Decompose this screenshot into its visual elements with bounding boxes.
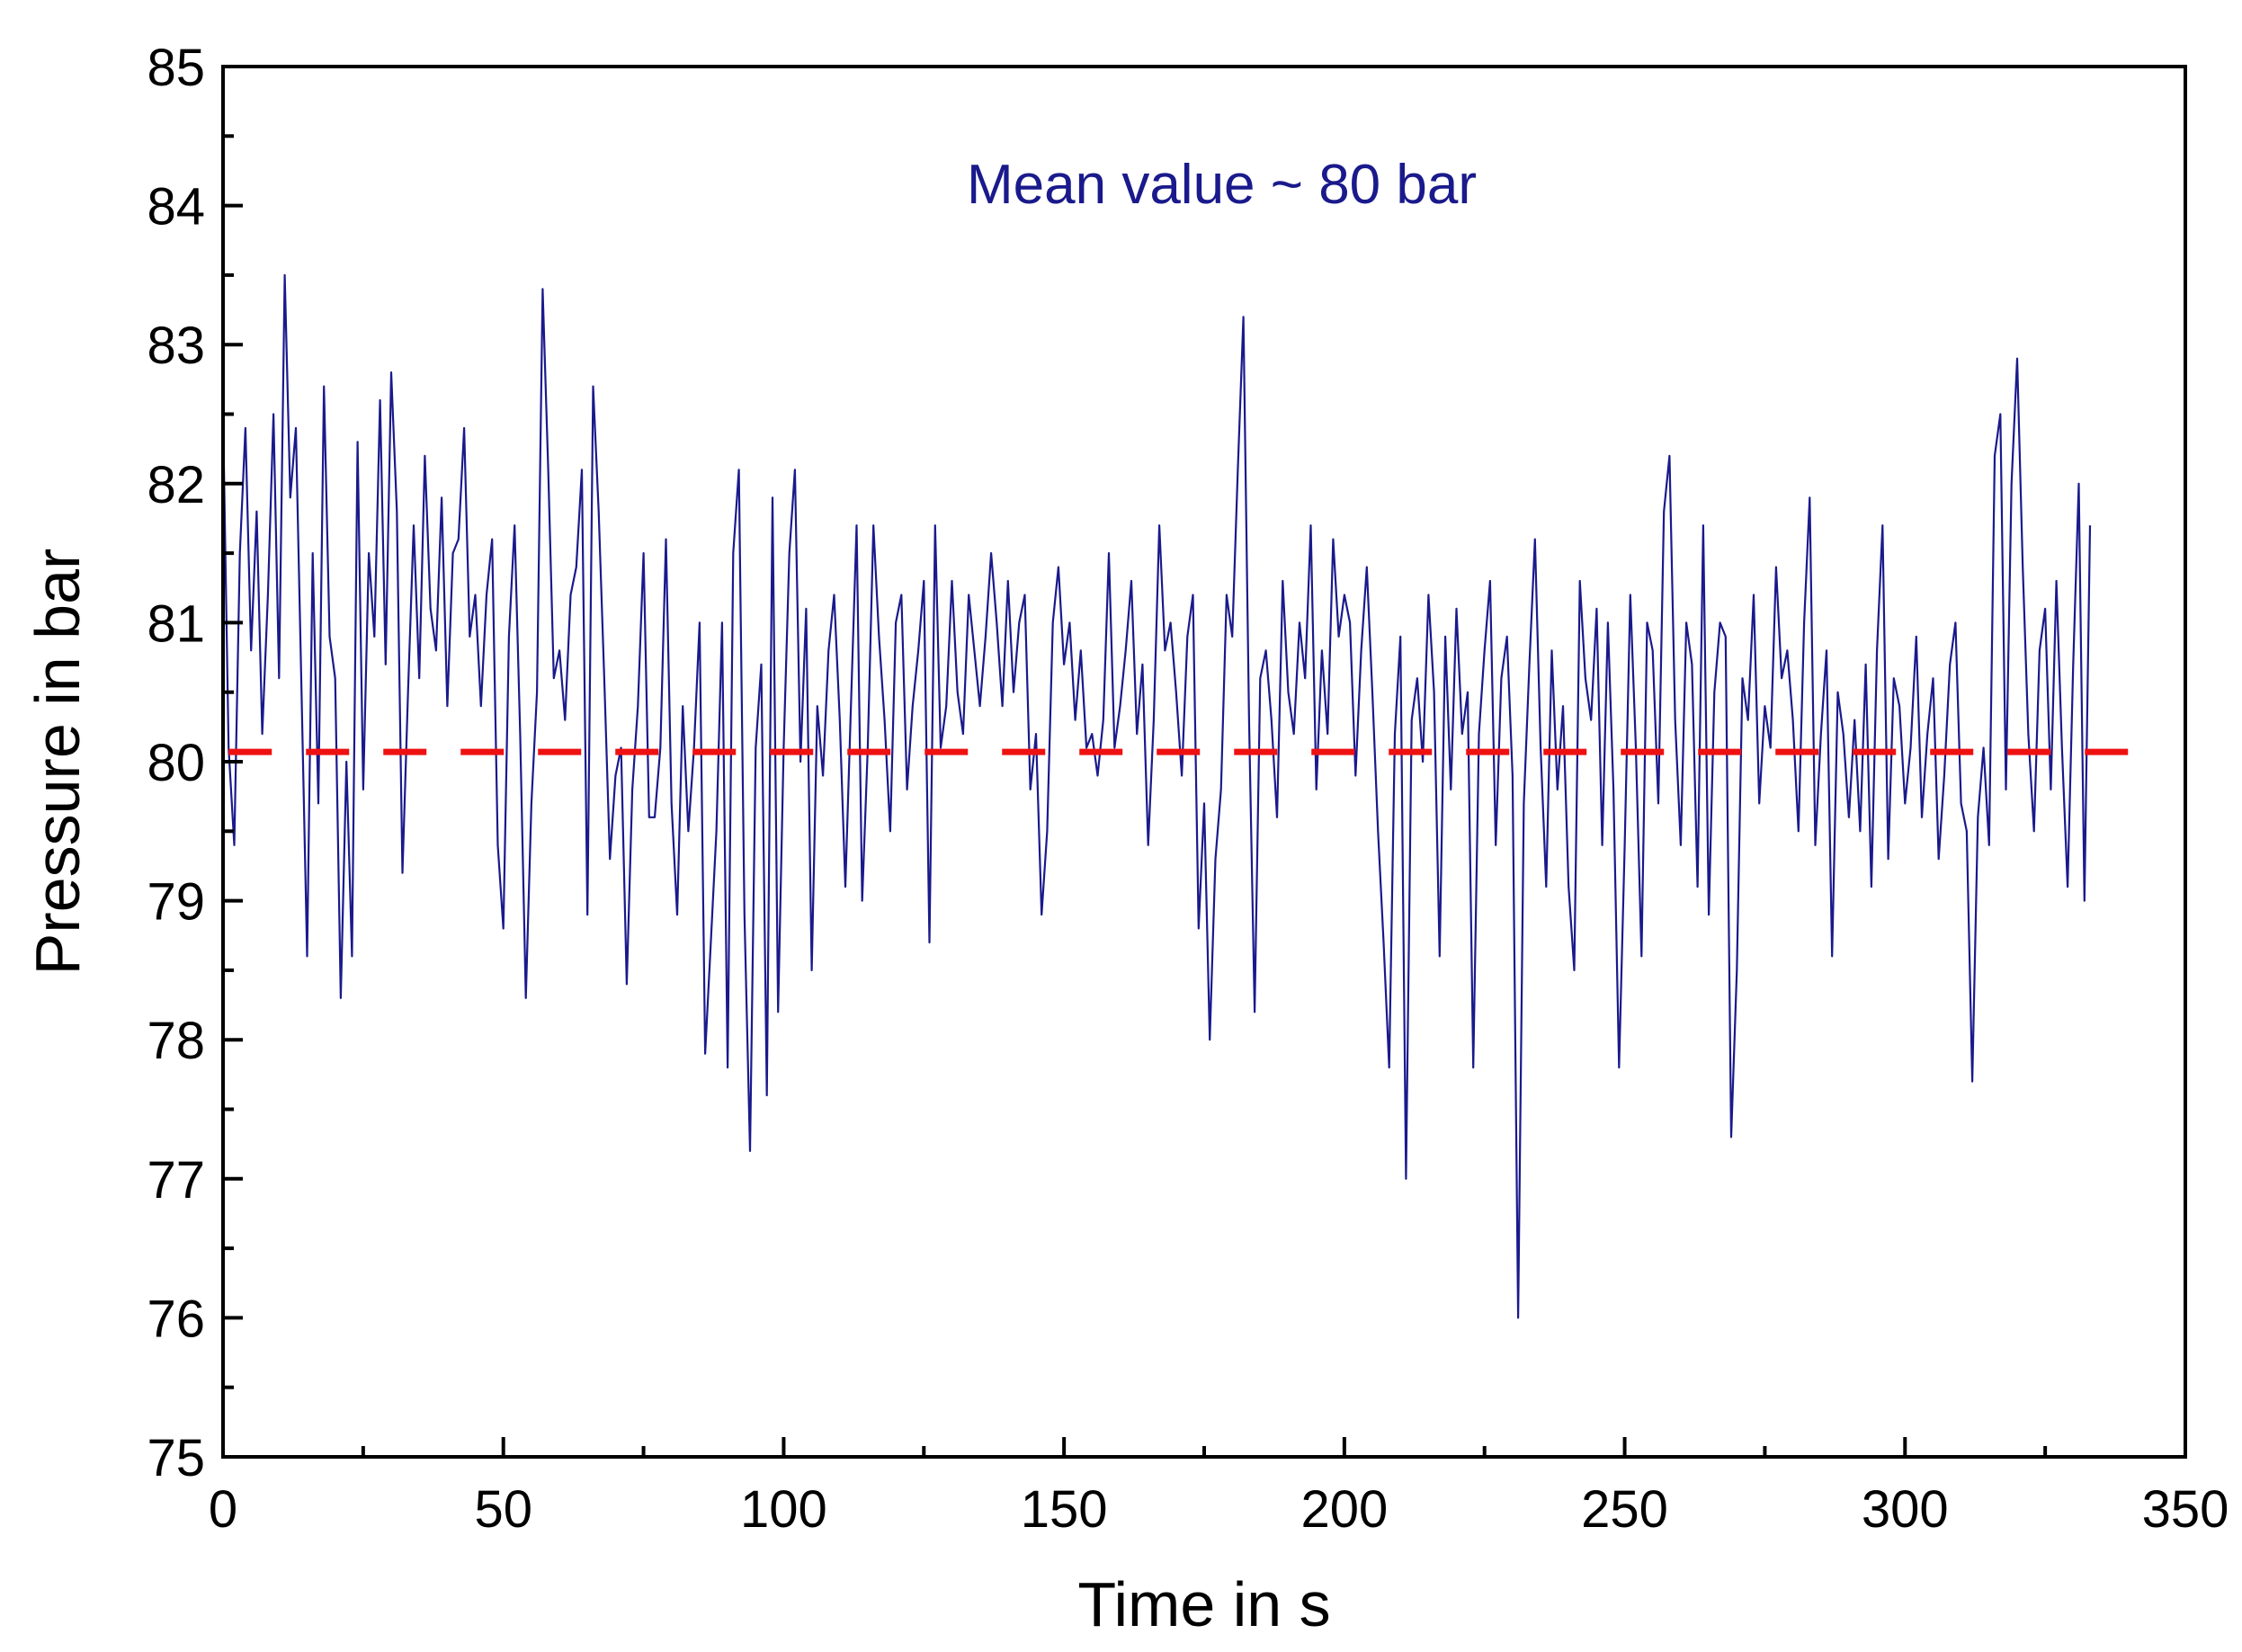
x-tick-label: 100 [740,1480,827,1539]
y-tick-label: 85 [147,39,205,97]
y-tick-label: 80 [147,734,205,792]
y-tick-label: 84 [147,178,205,237]
plot-frame [221,65,2187,1459]
x-tick-label: 250 [1581,1480,1668,1539]
data-layer [221,273,2152,1319]
x-axis-title: Time in s [1077,1569,1330,1639]
y-tick-label: 82 [147,456,205,514]
x-tick-label: 150 [1021,1480,1108,1539]
pressure-series-line [221,273,2092,1319]
y-tick-label: 75 [147,1429,205,1487]
x-tick-label: 350 [2142,1480,2229,1539]
x-tick-label: 0 [209,1480,237,1539]
y-tick-label: 79 [147,873,205,932]
mean-annotation: Mean value ~ 80 bar [967,154,1477,216]
x-tick-label: 200 [1300,1480,1388,1539]
x-tick-label: 50 [474,1480,532,1539]
y-tick-label: 83 [147,317,205,375]
y-tick-label: 76 [147,1290,205,1348]
y-tick-label: 78 [147,1012,205,1070]
tick-layer: 0 50 100 150 200 250 300 350 75 76 77 78 79 80 81 82 83 8… [147,39,2229,1539]
x-tick-label: 300 [1862,1480,1949,1539]
y-axis-title: Pressure in bar [22,549,93,976]
y-tick-label: 77 [147,1151,205,1210]
y-tick-label: 81 [147,594,205,653]
